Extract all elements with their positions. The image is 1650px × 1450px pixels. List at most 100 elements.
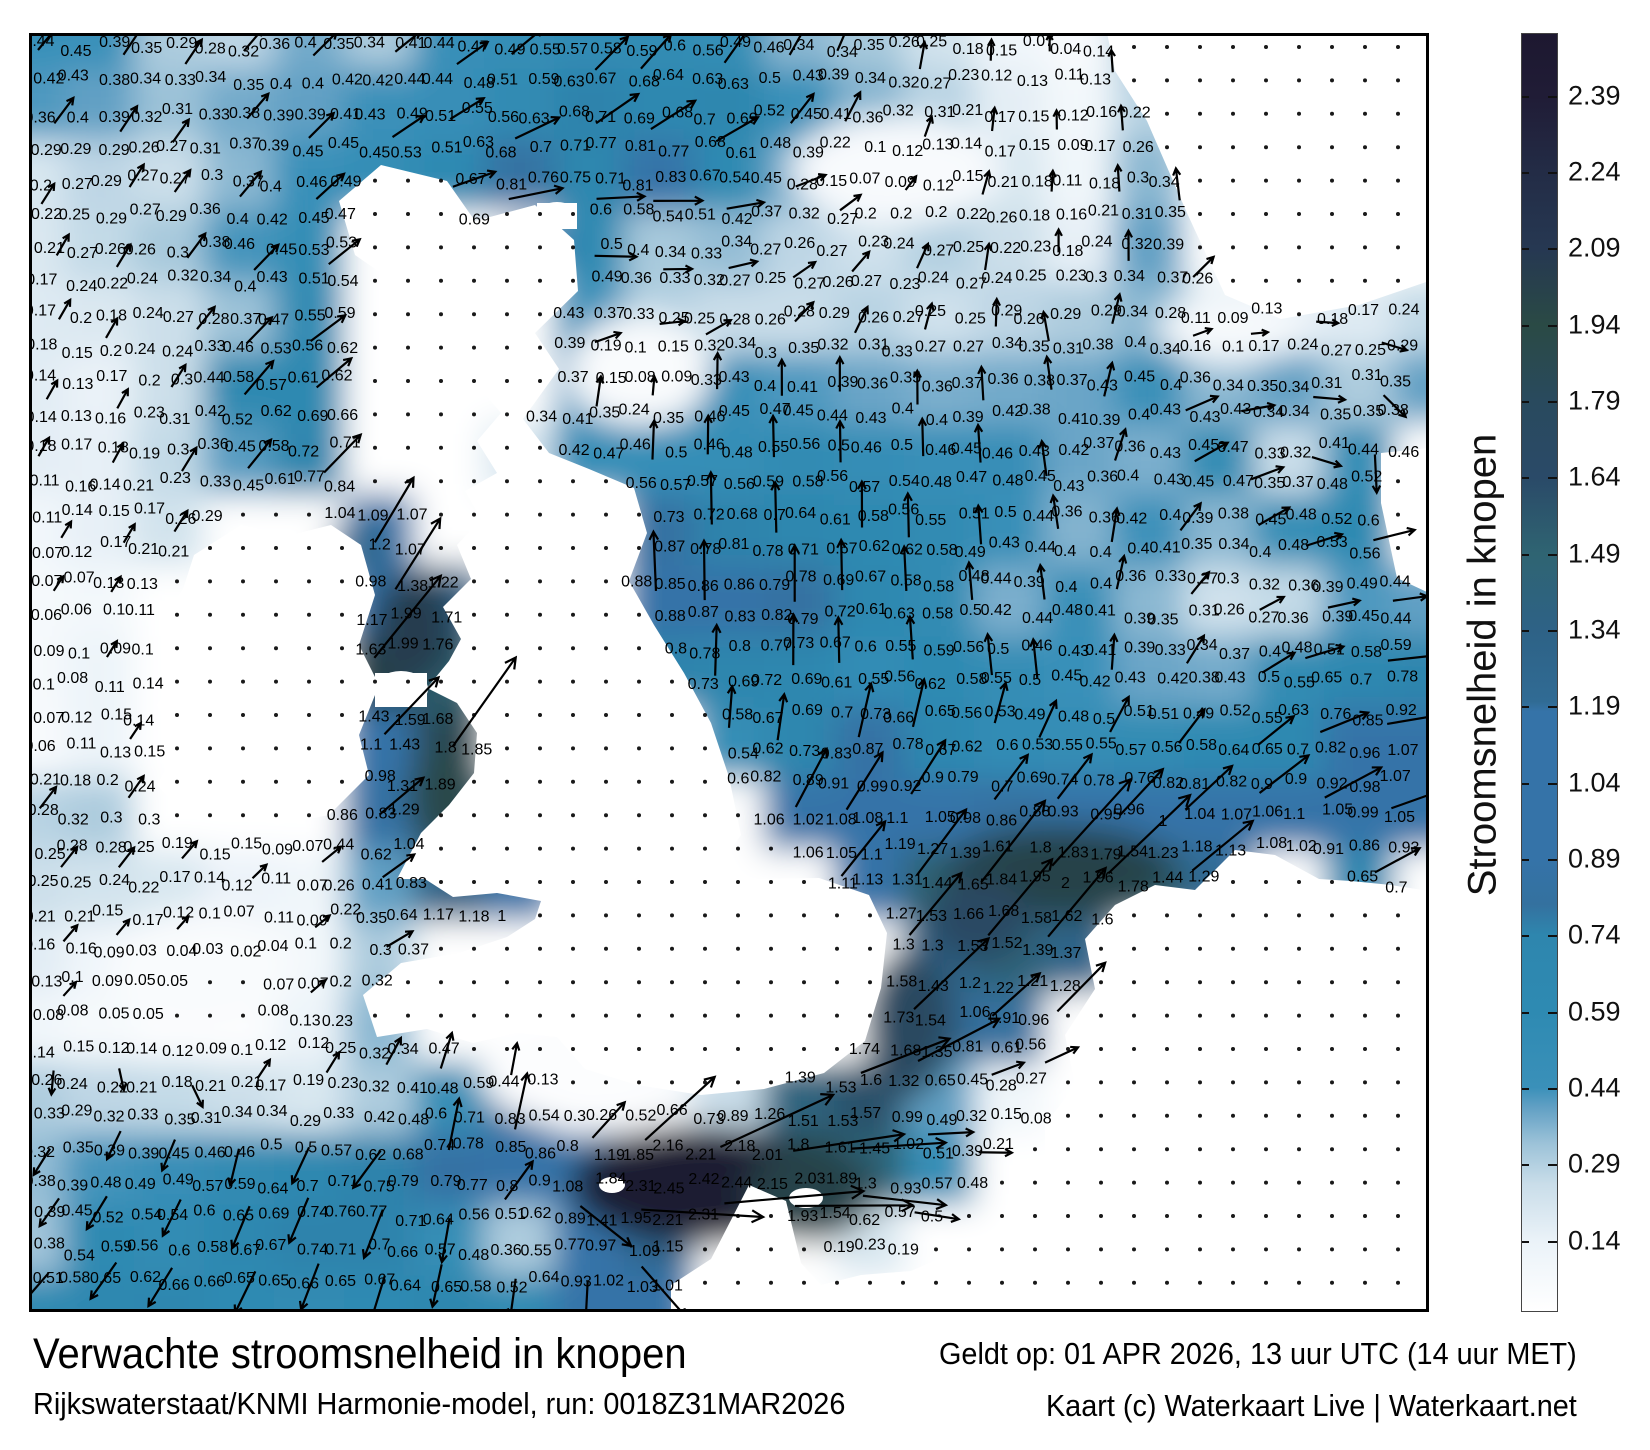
svg-text:0.21: 0.21 (1088, 202, 1119, 219)
svg-text:0.66: 0.66 (158, 1277, 189, 1294)
svg-text:0.15: 0.15 (99, 503, 130, 520)
svg-text:0.55: 0.55 (530, 42, 561, 59)
svg-text:0.32: 0.32 (58, 811, 89, 828)
svg-text:0.14: 0.14 (1083, 43, 1114, 60)
svg-text:0.39: 0.39 (793, 144, 824, 161)
svg-text:0.63: 0.63 (692, 71, 723, 88)
svg-text:0.34: 0.34 (855, 70, 886, 87)
svg-text:1.79: 1.79 (1090, 846, 1121, 863)
svg-text:0.47: 0.47 (593, 445, 624, 462)
svg-text:0.53: 0.53 (1317, 534, 1348, 551)
svg-text:1.73: 1.73 (883, 1009, 914, 1026)
svg-text:0.3: 0.3 (100, 810, 122, 827)
svg-text:1.53: 1.53 (916, 908, 947, 925)
svg-text:0.23: 0.23 (889, 276, 920, 293)
svg-text:0.07: 0.07 (298, 976, 329, 993)
svg-text:0.24: 0.24 (619, 402, 650, 419)
svg-text:0.57: 0.57 (660, 477, 691, 494)
svg-text:0.48: 0.48 (398, 1112, 429, 1129)
svg-text:1.08: 1.08 (1256, 835, 1287, 852)
svg-text:0.21: 0.21 (128, 541, 159, 558)
svg-text:0.22: 0.22 (31, 206, 62, 223)
svg-text:0.32: 0.32 (883, 103, 914, 120)
svg-text:0.81: 0.81 (622, 178, 653, 195)
svg-text:0.9: 0.9 (922, 769, 944, 786)
svg-text:0.2: 0.2 (70, 310, 92, 327)
svg-text:0.4: 0.4 (227, 211, 249, 228)
svg-text:0.35: 0.35 (653, 410, 684, 427)
svg-text:1.01: 1.01 (652, 1278, 683, 1295)
svg-text:0.22: 0.22 (990, 240, 1021, 257)
svg-text:0.48: 0.48 (1281, 640, 1312, 657)
svg-text:0.27: 0.27 (1248, 609, 1279, 626)
svg-text:0.23: 0.23 (1056, 268, 1087, 285)
svg-text:0.24: 0.24 (918, 270, 949, 287)
svg-text:0.89: 0.89 (793, 772, 824, 789)
svg-text:0.23: 0.23 (1020, 238, 1051, 255)
svg-text:0.62: 0.62 (261, 403, 292, 420)
colorbar-tick-label: 1.94 (1568, 309, 1621, 340)
svg-text:0.73: 0.73 (693, 1111, 724, 1128)
svg-text:0.3: 0.3 (755, 345, 777, 362)
svg-text:0.7: 0.7 (1287, 742, 1309, 759)
svg-text:0.79: 0.79 (948, 769, 979, 786)
svg-text:0.42: 0.42 (1058, 442, 1089, 459)
svg-text:0.9: 0.9 (1251, 776, 1273, 793)
svg-text:0.08: 0.08 (624, 369, 655, 386)
svg-text:0.69: 0.69 (258, 1206, 289, 1223)
svg-text:1.58: 1.58 (1021, 910, 1052, 927)
colorbar-tick-label: 0.14 (1568, 1225, 1621, 1256)
svg-text:0.32: 0.32 (359, 1045, 390, 1062)
svg-text:0.39: 0.39 (1182, 510, 1213, 527)
svg-text:0.6: 0.6 (854, 638, 876, 655)
svg-text:0.26: 0.26 (1014, 311, 1045, 328)
svg-text:0.36: 0.36 (490, 1242, 521, 1259)
svg-text:0.33: 0.33 (691, 372, 722, 389)
svg-text:0.39: 0.39 (128, 1145, 159, 1162)
svg-text:0.58: 0.58 (922, 606, 953, 623)
svg-text:0.13: 0.13 (290, 1012, 321, 1029)
svg-text:0.45: 0.45 (951, 441, 982, 458)
svg-text:0.15: 0.15 (1019, 137, 1050, 154)
svg-text:0.58: 0.58 (1186, 737, 1217, 754)
svg-text:0.56: 0.56 (1151, 739, 1182, 756)
svg-text:0.79: 0.79 (787, 611, 818, 628)
svg-text:0.29: 0.29 (60, 141, 91, 158)
svg-text:0.81: 0.81 (1179, 776, 1210, 793)
svg-text:0.18: 0.18 (1019, 207, 1050, 224)
svg-text:0.27: 0.27 (160, 171, 191, 188)
svg-text:0.2: 0.2 (855, 206, 877, 223)
svg-text:0.32: 0.32 (789, 206, 820, 223)
svg-text:0.34: 0.34 (388, 1041, 419, 1058)
svg-text:0.24: 0.24 (99, 872, 130, 889)
svg-text:0.7: 0.7 (831, 705, 853, 722)
svg-text:0.11: 0.11 (1055, 67, 1085, 84)
svg-text:0.29: 0.29 (191, 508, 222, 525)
svg-text:0.33: 0.33 (1155, 568, 1186, 585)
svg-text:0.24: 0.24 (133, 305, 164, 322)
svg-text:0.86: 0.86 (724, 576, 755, 593)
svg-text:0.35: 0.35 (890, 370, 921, 387)
svg-text:0.91: 0.91 (818, 776, 849, 793)
svg-text:0.27: 0.27 (719, 272, 750, 289)
colorbar-tick (1522, 171, 1529, 174)
svg-text:0.69: 0.69 (727, 110, 758, 127)
svg-text:0.48: 0.48 (458, 1247, 489, 1264)
colorbar-tick (1548, 782, 1557, 785)
svg-text:1.85: 1.85 (461, 742, 492, 759)
svg-text:0.82: 0.82 (1315, 740, 1346, 757)
svg-text:0.82: 0.82 (1216, 774, 1247, 791)
svg-text:0.09: 0.09 (262, 842, 293, 859)
svg-text:0.54: 0.54 (889, 473, 920, 490)
svg-text:0.68: 0.68 (393, 1146, 424, 1163)
svg-text:2.21: 2.21 (685, 1146, 716, 1163)
svg-text:1.13: 1.13 (1215, 843, 1246, 860)
svg-text:1.19: 1.19 (594, 1147, 625, 1164)
svg-text:0.59: 0.59 (626, 43, 657, 60)
svg-text:2.31: 2.31 (625, 1178, 656, 1195)
svg-text:0.08: 0.08 (33, 1007, 64, 1024)
svg-text:0.16: 0.16 (1086, 104, 1117, 121)
svg-text:0.35: 0.35 (1181, 536, 1212, 553)
svg-text:0.13: 0.13 (62, 376, 93, 393)
svg-text:1.22: 1.22 (983, 980, 1014, 997)
